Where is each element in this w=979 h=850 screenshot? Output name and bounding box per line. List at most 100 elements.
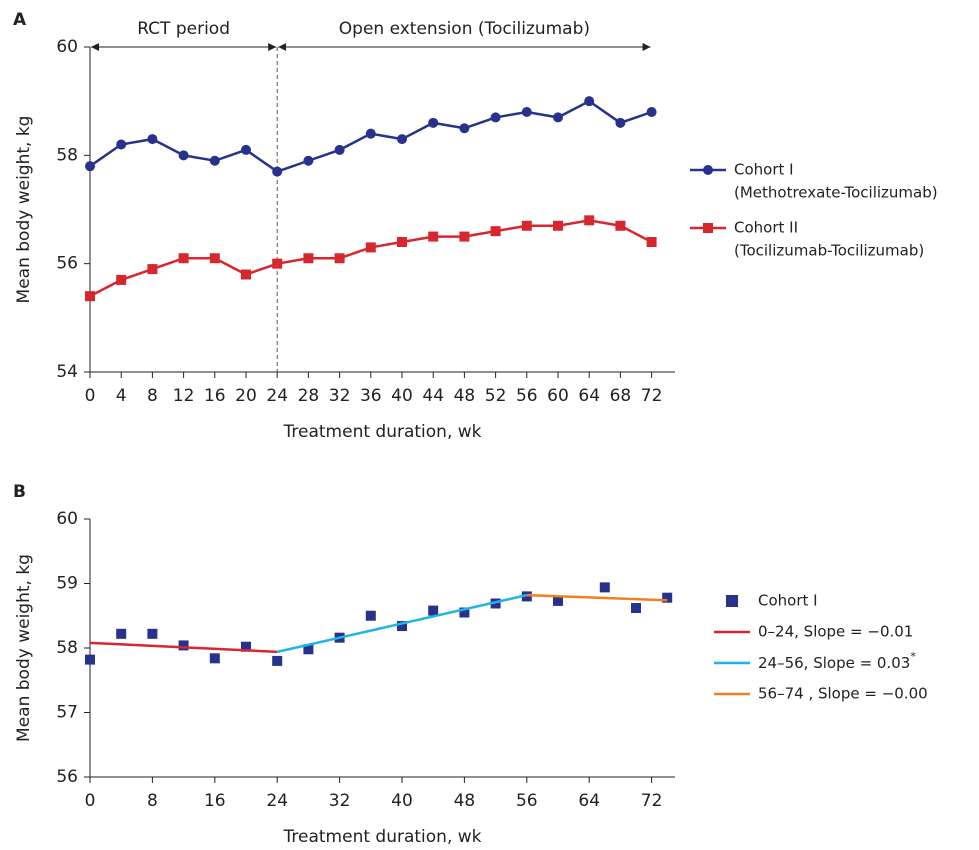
point [490,226,501,237]
point [428,231,439,242]
x-tick-label: 68 [610,386,632,406]
x-tick-label: 12 [173,386,195,406]
x-tick-label: 56 [516,386,538,406]
y-tick-label: 56 [56,254,78,274]
x-tick-label: 8 [147,386,158,406]
point [272,258,283,269]
x-tick-label: 72 [641,791,663,811]
point [521,107,532,117]
legend-label: 24–56, Slope = 0.03* [758,650,916,672]
x-tick-label: 48 [454,386,476,406]
point [85,291,95,302]
series-line [89,219,653,298]
panel-label: A [13,10,27,30]
y-tick-label: 56 [56,767,78,787]
legend-marker [703,165,713,175]
x-tick-label: 36 [360,386,382,406]
point [584,215,595,226]
series-line [89,641,278,654]
point [397,237,407,247]
point [428,605,439,616]
point [334,144,345,155]
point [553,220,563,231]
legend-label: Cohort I [734,161,794,179]
x-tick-label: 0 [85,791,96,811]
legend-marker [703,223,713,233]
x-tick-label: 40 [391,791,413,811]
point [178,253,189,264]
legend-note: * [910,650,916,663]
y-tick-label: 54 [56,362,78,382]
x-tick-label: 64 [578,386,600,406]
point [646,237,657,247]
point [272,166,283,177]
point [85,654,95,665]
point [116,139,127,150]
y-tick-label: 59 [56,574,78,594]
point [209,653,220,664]
x-tick-label: 28 [298,386,320,406]
point [365,610,376,621]
point [241,144,251,155]
point [116,274,127,285]
x-tick-label: 56 [516,791,538,811]
point [459,607,470,618]
y-tick-label: 58 [56,638,78,658]
point [241,269,251,280]
x-tick-label: 52 [485,386,507,406]
point [272,655,283,666]
point [584,96,595,107]
panel-label: B [13,482,26,502]
point [334,253,345,264]
point [521,591,532,602]
series-line [276,593,528,654]
point [615,220,626,231]
x-tick-label: 32 [329,386,351,406]
x-tick-label: 72 [641,386,663,406]
point [662,592,673,603]
y-tick-label: 57 [56,703,78,723]
y-tick-label: 58 [56,145,78,165]
x-axis-label: Treatment duration, wk [283,422,482,442]
point [599,582,610,593]
point [303,253,314,264]
legend-description: (Methotrexate-Tocilizumab) [734,184,938,202]
x-tick-label: 40 [391,386,413,406]
point [178,150,189,161]
point [459,231,470,242]
point [490,112,501,123]
point [459,123,470,134]
x-tick-label: 0 [85,386,96,406]
legend-description: (Tocilizumab-Tocilizumab) [734,242,924,260]
x-tick-label: 44 [422,386,444,406]
point [147,134,158,145]
point [209,155,220,166]
legend-label: Cohort I [758,592,818,610]
x-axis-label: Treatment duration, wk [283,827,482,846]
point [615,117,626,128]
point [365,242,376,253]
legend-label-text: 24–56, Slope = 0.03 [758,654,910,672]
period-label: RCT period [137,19,230,39]
point [397,134,407,145]
x-tick-label: 60 [547,386,569,406]
x-tick-label: 32 [329,791,351,811]
point [147,628,158,639]
point [631,603,641,614]
legend-label: Cohort II [734,219,798,237]
point [116,628,127,639]
legend-label: 56–74 , Slope = −0.00 [758,685,928,703]
x-tick-label: 48 [454,791,476,811]
y-tick-label: 60 [56,37,78,57]
point [553,595,563,606]
x-tick-label: 8 [147,791,158,811]
point [397,621,407,632]
point [303,644,314,655]
point [303,155,314,166]
legend-swatch [726,595,738,607]
x-tick-label: 64 [578,791,600,811]
legend-label: 0–24, Slope = −0.01 [758,623,913,641]
point [490,598,501,609]
y-axis-label: Mean body weight, kg [14,116,34,304]
